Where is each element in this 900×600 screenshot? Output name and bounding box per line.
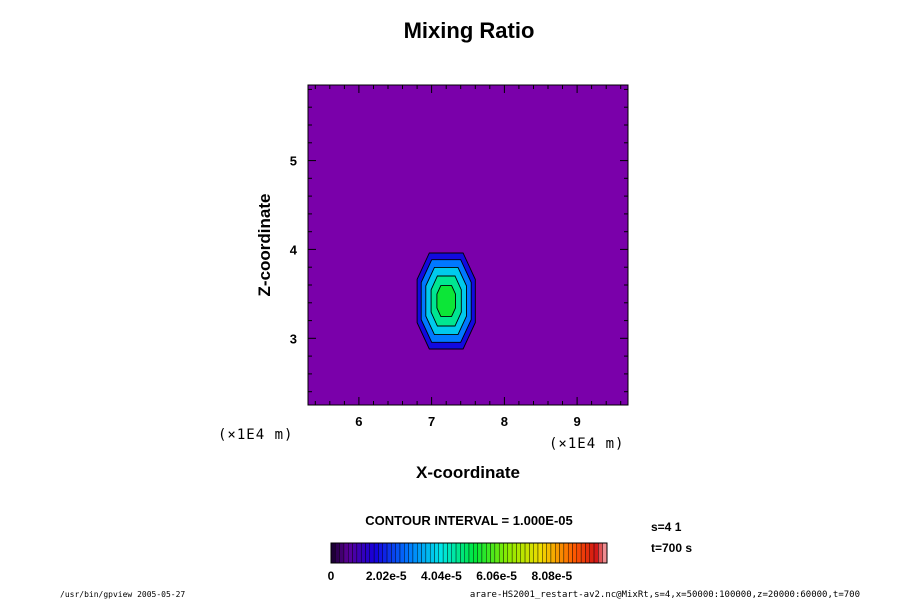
colorbar-bin xyxy=(585,542,590,564)
colorbar-bin xyxy=(395,542,401,564)
y-tick-label: 5 xyxy=(290,154,297,169)
colorbar-bin xyxy=(511,542,517,564)
colorbar-bin xyxy=(563,542,569,564)
colorbar-bin xyxy=(468,542,474,564)
colorbar-bin xyxy=(343,542,349,564)
colorbar-bin xyxy=(429,542,435,564)
colorbar-bin xyxy=(330,542,336,564)
x-tick-label: 7 xyxy=(428,414,435,429)
colorbar-bin xyxy=(399,542,405,564)
colorbar-bin xyxy=(434,542,440,564)
colorbar-bin xyxy=(477,542,483,564)
colorbar-bin xyxy=(460,542,465,564)
colorbar-bin xyxy=(360,542,366,564)
colorbar-bin xyxy=(524,542,530,564)
colorbar-bin xyxy=(404,542,409,564)
colorbar-bin xyxy=(537,542,543,564)
colorbar-bin xyxy=(417,542,422,564)
colorbar-frame xyxy=(330,542,608,564)
colorbar-bin xyxy=(447,542,452,564)
contour-level-5 xyxy=(436,285,456,317)
x-tick-label: 9 xyxy=(573,414,580,429)
footer-left: /usr/bin/gpview 2005-05-27 xyxy=(60,590,185,599)
colorbar-bin xyxy=(602,542,608,564)
colorbar-bin xyxy=(576,542,582,564)
plot-background xyxy=(308,85,628,405)
x-tick-label: 8 xyxy=(501,414,508,429)
tick-layer: 6 7 8 9 3 4 5 xyxy=(290,85,628,429)
colorbar-bin xyxy=(533,542,539,564)
y-tick-label: 4 xyxy=(290,242,298,257)
y-axis-label: Z-coordinate xyxy=(255,194,274,297)
colorbar-bin xyxy=(386,542,392,564)
colorbar-bin xyxy=(425,542,431,564)
colorbar-bin xyxy=(589,542,595,564)
colorbar-bin xyxy=(391,542,396,564)
colorbar-bin xyxy=(378,542,383,564)
colorbar-bin xyxy=(567,542,573,564)
colorbar-bin xyxy=(516,542,521,564)
colorbar-bin xyxy=(598,542,603,564)
chart-title: Mixing Ratio xyxy=(404,18,535,43)
colorbar-bin xyxy=(498,542,504,564)
colorbar-bin xyxy=(438,542,444,564)
colorbar-bin xyxy=(369,542,375,564)
colorbar xyxy=(330,542,608,564)
colorbar-tick-labels: 0 2.02e-5 4.04e-5 6.06e-5 8.08e-5 xyxy=(328,569,573,583)
colorbar-bin xyxy=(348,542,353,564)
colorbar-tick-label: 8.08e-5 xyxy=(531,569,572,583)
colorbar-bin xyxy=(593,542,599,564)
colorbar-bin xyxy=(442,542,448,564)
colorbar-bin xyxy=(490,542,496,564)
footer-right: arare-HS2001_restart-av2.nc@MixRt,s=4,x=… xyxy=(470,590,860,600)
contour-layer xyxy=(416,252,476,350)
x-tick-label: 6 xyxy=(355,414,362,429)
side-info-step: s=4 1 xyxy=(651,520,682,534)
colorbar-bin xyxy=(382,542,388,564)
colorbar-tick-label: 4.04e-5 xyxy=(421,569,462,583)
colorbar-bin xyxy=(421,542,427,564)
side-info-time: t=700 s xyxy=(651,541,692,555)
colorbar-bin xyxy=(412,542,418,564)
colorbar-bin xyxy=(352,542,358,564)
colorbar-bin xyxy=(542,542,547,564)
colorbar-bin xyxy=(520,542,526,564)
colorbar-bin xyxy=(356,542,362,564)
colorbar-bin xyxy=(529,542,534,564)
x-axis-unit: (×1E4 m) xyxy=(549,436,624,452)
colorbar-bin xyxy=(507,542,513,564)
colorbar-bin xyxy=(455,542,461,564)
colorbar-bin xyxy=(580,542,586,564)
colorbar-bin xyxy=(486,542,491,564)
y-tick-label: 3 xyxy=(290,331,297,346)
colorbar-bin xyxy=(373,542,379,564)
plot-frame xyxy=(307,84,629,406)
colorbar-bin xyxy=(559,542,565,564)
colorbar-bin xyxy=(550,542,556,564)
contour-interval: CONTOUR INTERVAL = 1.000E-05 xyxy=(365,513,572,528)
colorbar-bin xyxy=(494,542,500,564)
colorbar-bin xyxy=(464,542,470,564)
colorbar-bin xyxy=(546,542,552,564)
colorbar-bin xyxy=(451,542,457,564)
plot-area: 6 7 8 9 3 4 5 xyxy=(290,84,629,429)
colorbar-bin xyxy=(339,542,345,564)
colorbar-bin xyxy=(408,542,414,564)
x-axis-label: X-coordinate xyxy=(416,463,520,482)
colorbar-bin xyxy=(572,542,578,564)
colorbar-bin xyxy=(555,542,560,564)
colorbar-bin xyxy=(335,542,340,564)
colorbar-bin xyxy=(503,542,509,564)
colorbar-bin xyxy=(481,542,487,564)
colorbar-bin xyxy=(473,542,478,564)
colorbar-tick-label: 2.02e-5 xyxy=(366,569,407,583)
y-axis-unit: (×1E4 m) xyxy=(218,427,293,443)
colorbar-tick-label: 6.06e-5 xyxy=(476,569,517,583)
colorbar-tick-label: 0 xyxy=(328,569,335,583)
colorbar-bin xyxy=(365,542,371,564)
